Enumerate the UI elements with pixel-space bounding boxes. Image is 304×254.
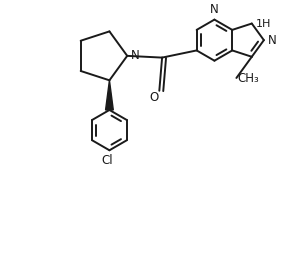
Text: N: N	[131, 49, 140, 62]
Text: N: N	[210, 3, 219, 16]
Polygon shape	[105, 80, 113, 110]
Text: O: O	[149, 91, 158, 104]
Text: 1H: 1H	[255, 19, 271, 28]
Text: CH₃: CH₃	[237, 72, 259, 85]
Text: Cl: Cl	[102, 154, 113, 167]
Text: N: N	[268, 34, 276, 47]
